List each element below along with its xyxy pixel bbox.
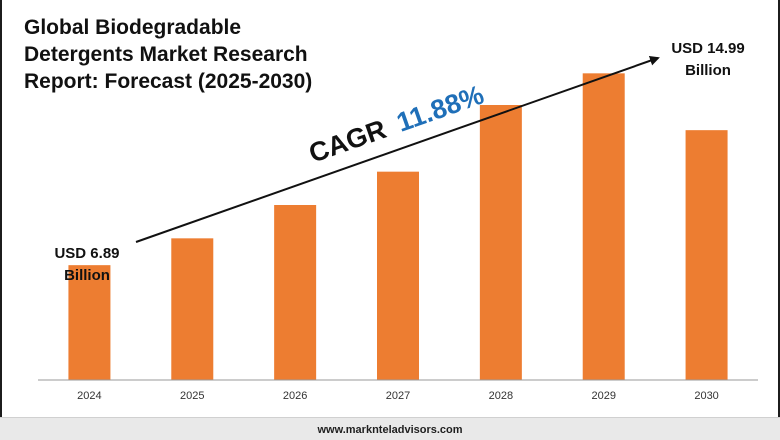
x-tick-label-2024: 2024 [77,390,101,402]
bar-2025 [171,238,214,380]
footer-band [0,417,780,440]
start-value-label-line2: Billion [64,267,110,284]
footer-url: www.marknteladvisors.com [317,424,463,436]
cagr-annotation: CAGR 11.88% [305,80,488,169]
cagr-value: 11.88% [393,80,488,138]
x-tick-label-2030: 2030 [694,390,718,402]
x-tick-label-2026: 2026 [283,390,307,402]
bars-layer [68,73,728,380]
x-tick-label-2027: 2027 [386,390,410,402]
cagr-arrow [135,55,660,243]
bar-2026 [274,205,317,380]
bar-2028 [479,105,522,380]
bar-2027 [377,171,419,380]
end-value-label-line1: USD 14.99 [671,40,744,57]
end-value-label-line2: Billion [685,62,731,79]
cagr-label: CAGR [305,114,390,169]
chart-title: Global Biodegradable Detergents Market R… [24,14,364,95]
title-line-3: Report: Forecast (2025-2030) [24,70,313,93]
x-tick-label-2029: 2029 [591,390,615,402]
x-axis-ticks: 2024 2025 2026 2027 2028 2029 2030 [77,390,719,402]
bar-2024 [68,265,111,380]
bar-2030 [685,130,728,380]
left-border [0,0,2,440]
right-border [778,0,780,440]
x-tick-label-2025: 2025 [180,390,204,402]
title-line-2: Detergents Market Research [24,43,308,66]
x-tick-label-2028: 2028 [489,390,513,402]
start-value-label-line1: USD 6.89 [54,245,119,262]
title-line-1: Global Biodegradable [24,16,242,39]
bar-2029 [582,73,625,380]
